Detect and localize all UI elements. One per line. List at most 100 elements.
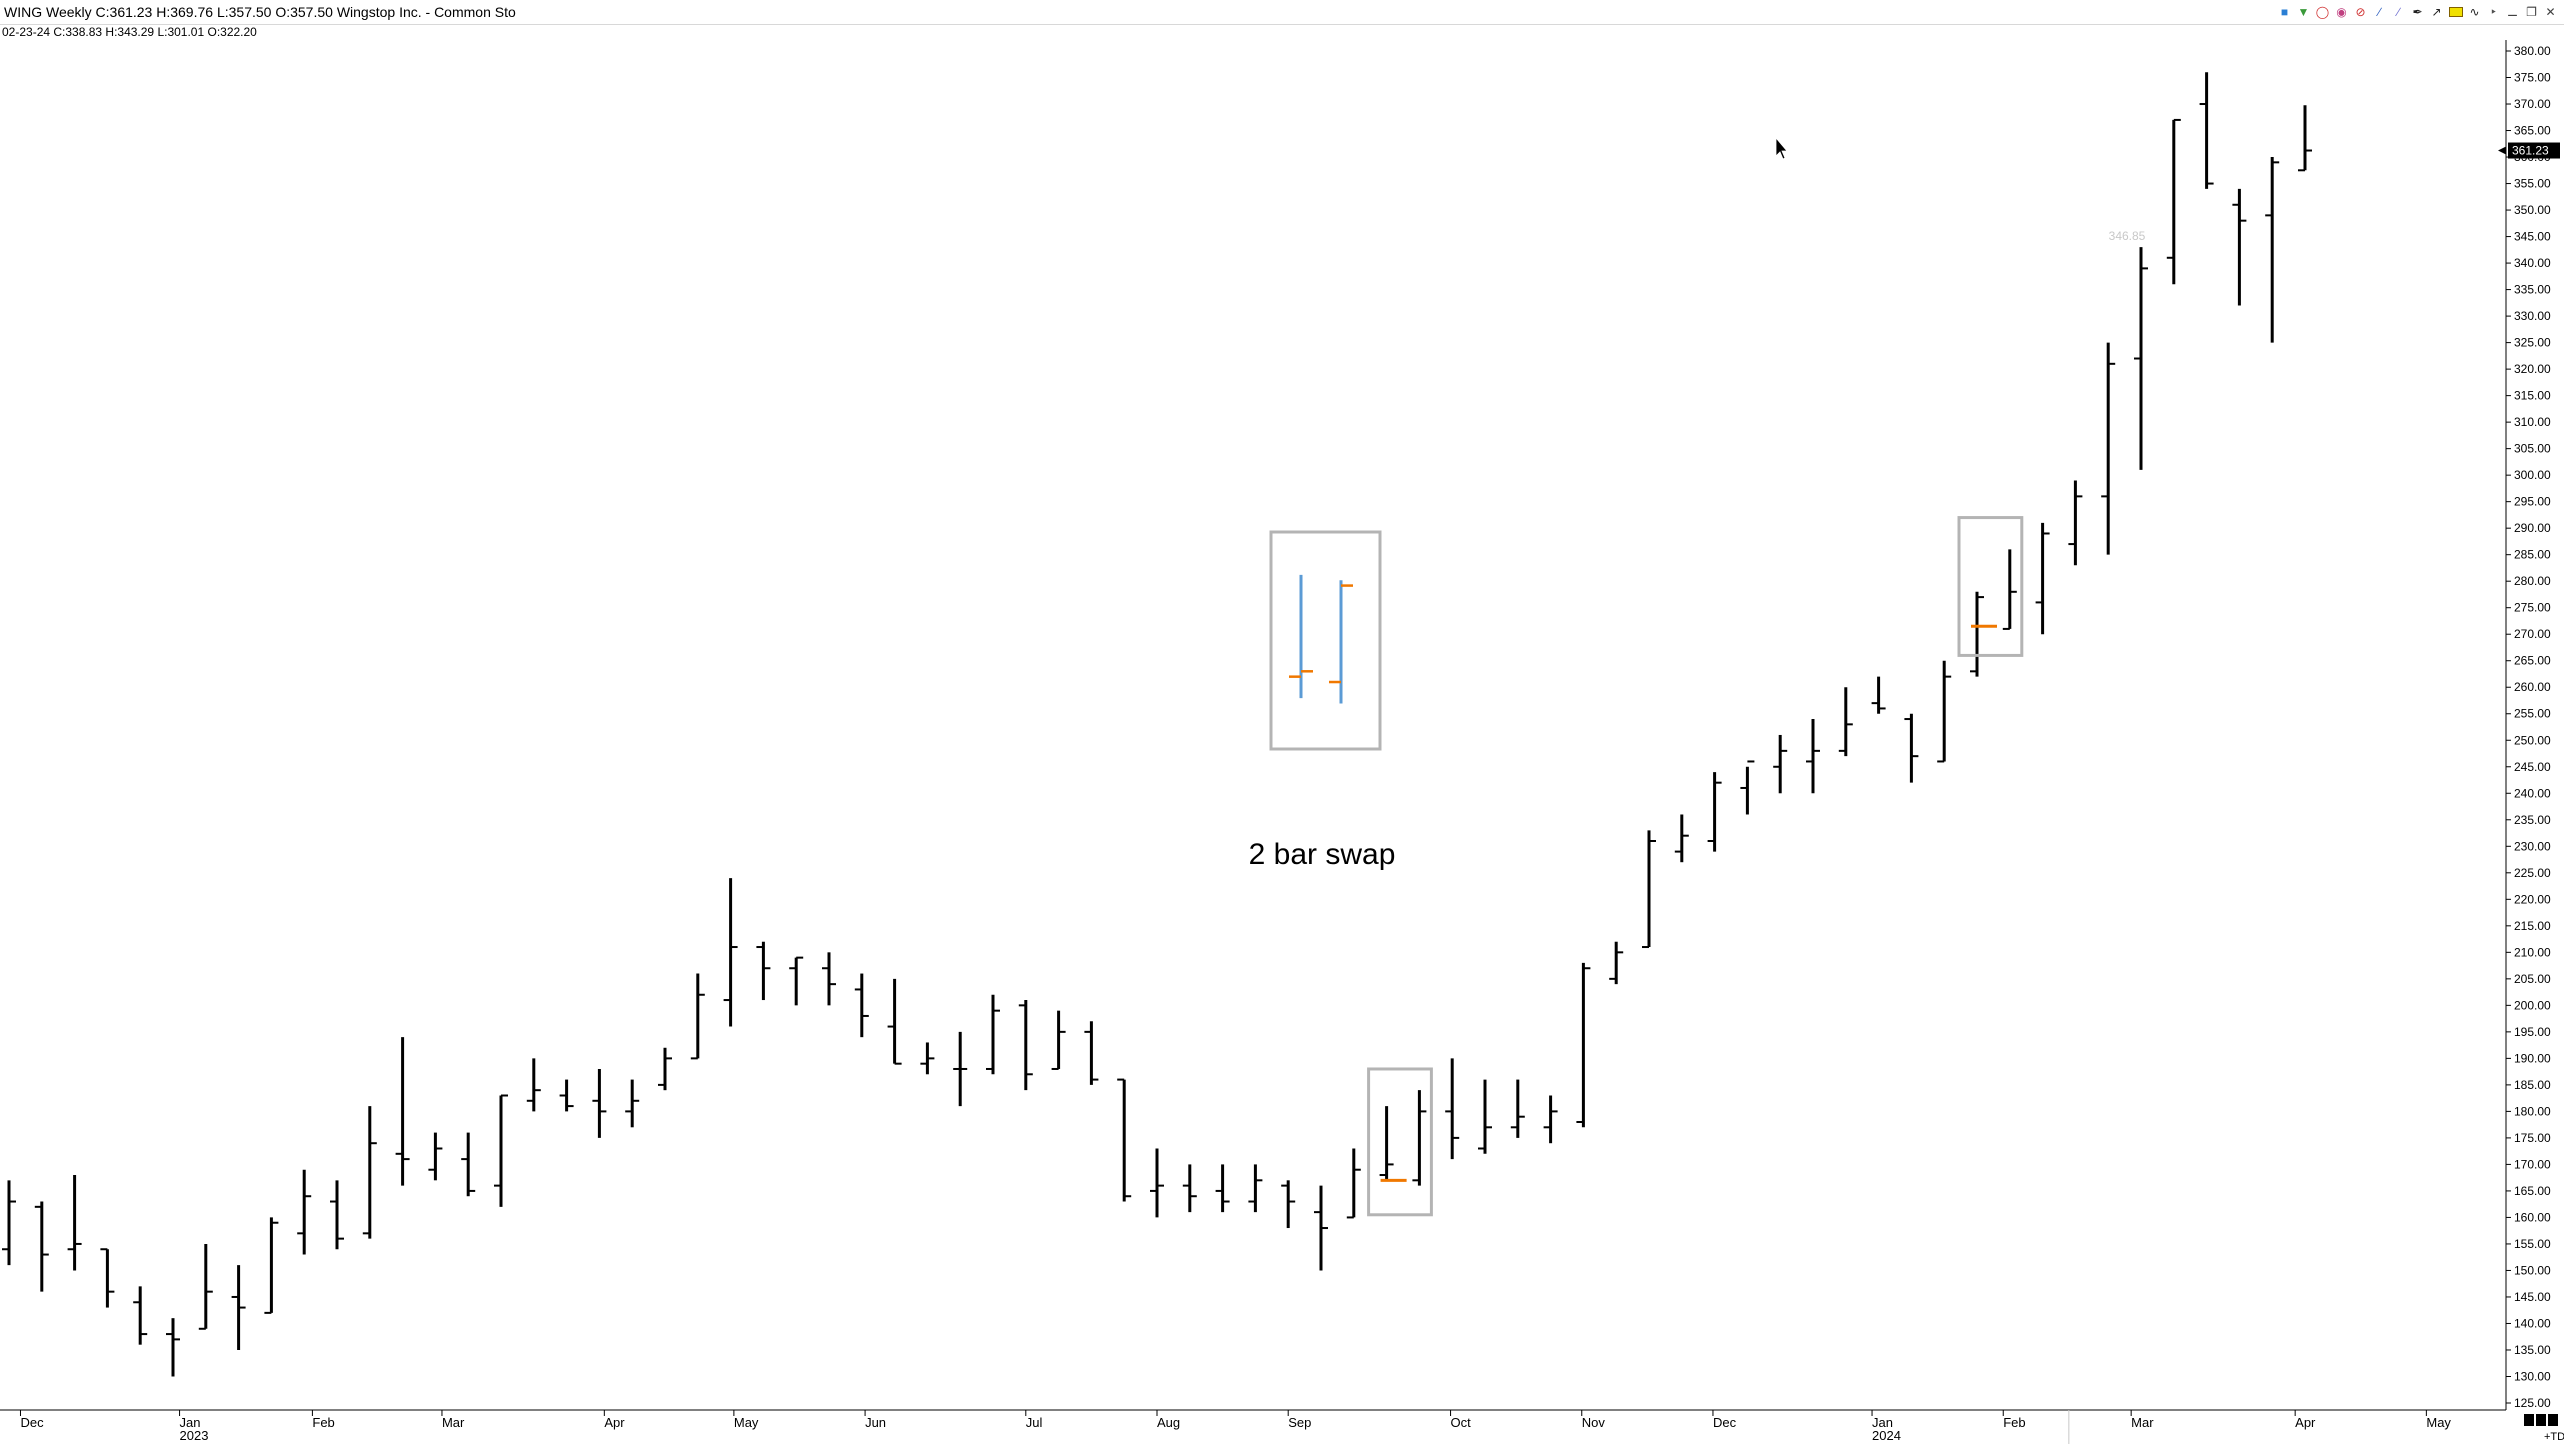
ohlc-bar (1314, 1185, 1328, 1271)
inset-bar (1289, 574, 1313, 699)
ohlc-bar (625, 1079, 640, 1128)
price-tick-label: 225.00 (2514, 866, 2551, 880)
ohlc-bar (1117, 1078, 1132, 1202)
time-tick-label: Mar (442, 1415, 465, 1430)
ohlc-bar (297, 1169, 312, 1255)
ohlc-bar (1674, 814, 1689, 863)
ohlc-bar (67, 1175, 82, 1271)
rectangle-icon[interactable] (2448, 5, 2463, 20)
time-tick-label: Jan (180, 1415, 201, 1430)
price-tick-label: 250.00 (2514, 733, 2551, 747)
ohlc-bar (2199, 72, 2214, 189)
pin-icon[interactable]: ‣ (2489, 4, 2498, 19)
alarm-icon[interactable]: ◯ (2315, 4, 2330, 19)
ohlc-bar (559, 1079, 574, 1112)
corner-widget[interactable]: +TD (2524, 1414, 2564, 1443)
time-tick-label: Mar (2131, 1415, 2154, 1430)
pen-icon[interactable]: ✒ (2412, 4, 2423, 19)
ohlc-bar (1609, 941, 1624, 985)
cube-icon[interactable]: ■ (2280, 4, 2289, 19)
ohlc-bar (1150, 1148, 1164, 1218)
ohlc-bar (1215, 1164, 1230, 1213)
time-tick-label: Jan (1872, 1415, 1893, 1430)
ohlc-bar (231, 1265, 246, 1350)
time-tick-label: Aug (1157, 1415, 1180, 1430)
ohlc-bar (658, 1047, 672, 1091)
line-tool-icon[interactable]: ∕ (2378, 4, 2381, 19)
price-tick-label: 135.00 (2514, 1343, 2551, 1357)
price-tick-label: 245.00 (2514, 760, 2551, 774)
ohlc-bar (2, 1180, 16, 1266)
ohlc-bar (1346, 1148, 1361, 1219)
ohlc-bar (1510, 1079, 1525, 1138)
mouse-cursor-icon (1775, 136, 1788, 160)
no-icon[interactable]: ⊘ (2355, 4, 2366, 19)
close-icon[interactable]: ✕ (2545, 4, 2556, 19)
ohlc-bar (1740, 760, 1755, 815)
price-tick-label: 370.00 (2514, 97, 2551, 111)
price-tick-label: 200.00 (2514, 998, 2551, 1012)
palette-icon[interactable]: ◉ (2336, 4, 2347, 19)
ohlc-bar (789, 956, 804, 1006)
price-tick-label: 195.00 (2514, 1025, 2551, 1039)
price-tick-label: 380.00 (2514, 44, 2551, 58)
price-tick-label: 260.00 (2514, 680, 2551, 694)
previous-bar-ohlc: 02-23-24 C:338.83 H:343.29 L:301.01 O:32… (2, 25, 257, 39)
ohlc-bar (592, 1068, 607, 1138)
ohlc-bar (264, 1217, 279, 1314)
ohlc-bar (1937, 660, 1952, 763)
price-box (2508, 142, 2560, 159)
ohlc-bar (854, 973, 869, 1038)
price-tick-label: 330.00 (2514, 309, 2551, 323)
faded-price-label: 346.85 (2109, 229, 2146, 243)
price-tick-label: 165.00 (2514, 1184, 2551, 1198)
price-tick-label: 175.00 (2514, 1131, 2551, 1145)
ohlc-bar (1838, 687, 1853, 757)
price-tick-label: 335.00 (2514, 283, 2551, 297)
ohlc-bar (690, 973, 705, 1060)
chart-title: WING Weekly C:361.23 H:369.76 L:357.50 O… (4, 4, 516, 20)
price-tick-label: 290.00 (2514, 521, 2551, 535)
corner-block (2548, 1414, 2558, 1426)
wave-icon[interactable]: ∿ (2469, 4, 2480, 19)
price-axis: 125.00 130.00 135.00 140.00 145.00 150.00 155.… (2505, 40, 2551, 1410)
last-price-marker: 361.23 (2498, 142, 2560, 159)
line-tool-icon-2[interactable]: ∕ (2397, 4, 2400, 19)
price-tick-label: 160.00 (2514, 1210, 2551, 1224)
highlight-box (1957, 516, 2024, 657)
ohlc-bar (1904, 713, 1919, 783)
tree-icon[interactable]: ▼ (2297, 4, 2310, 19)
restore-icon[interactable]: ❐ (2526, 4, 2537, 19)
time-tick-label: Dec (20, 1415, 44, 1430)
ohlc-bar (920, 1042, 935, 1075)
swap-inset (1269, 530, 1382, 751)
ohlc-bar (395, 1037, 410, 1186)
time-tick-label: Feb (2003, 1415, 2025, 1430)
ohlc-bar (822, 952, 836, 1006)
price-tick-label: 125.00 (2514, 1396, 2551, 1410)
time-tick-label: Apr (2295, 1415, 2316, 1430)
ohlc-bar (494, 1094, 508, 1207)
price-tick-label: 340.00 (2514, 256, 2551, 270)
price-tick-label: 185.00 (2514, 1078, 2551, 1092)
price-tick-label: 310.00 (2514, 415, 2551, 429)
ohlc-bar (1806, 719, 1820, 794)
highlight-boxes (1367, 516, 2024, 1217)
ohlc-bar (100, 1248, 115, 1308)
ohlc-bar (166, 1318, 180, 1377)
arrow-icon[interactable]: ↗ (2431, 4, 2442, 19)
ohlc-bar (1478, 1079, 1492, 1154)
price-tick-label: 240.00 (2514, 786, 2551, 800)
ohlc-bar (2002, 549, 2017, 630)
price-tick-label: 280.00 (2514, 574, 2551, 588)
ohlc-bar (362, 1106, 377, 1239)
minimize-icon[interactable]: ⚊ (2507, 4, 2518, 19)
ohlc-bar (1543, 1095, 1558, 1144)
ohlc-bar (2232, 188, 2247, 306)
ohlc-bar (198, 1243, 213, 1330)
price-tick-label: 130.00 (2514, 1369, 2551, 1383)
time-tick-label: Jun (865, 1415, 886, 1430)
price-tick-label: 275.00 (2514, 601, 2551, 615)
ohlc-bar (330, 1180, 344, 1250)
